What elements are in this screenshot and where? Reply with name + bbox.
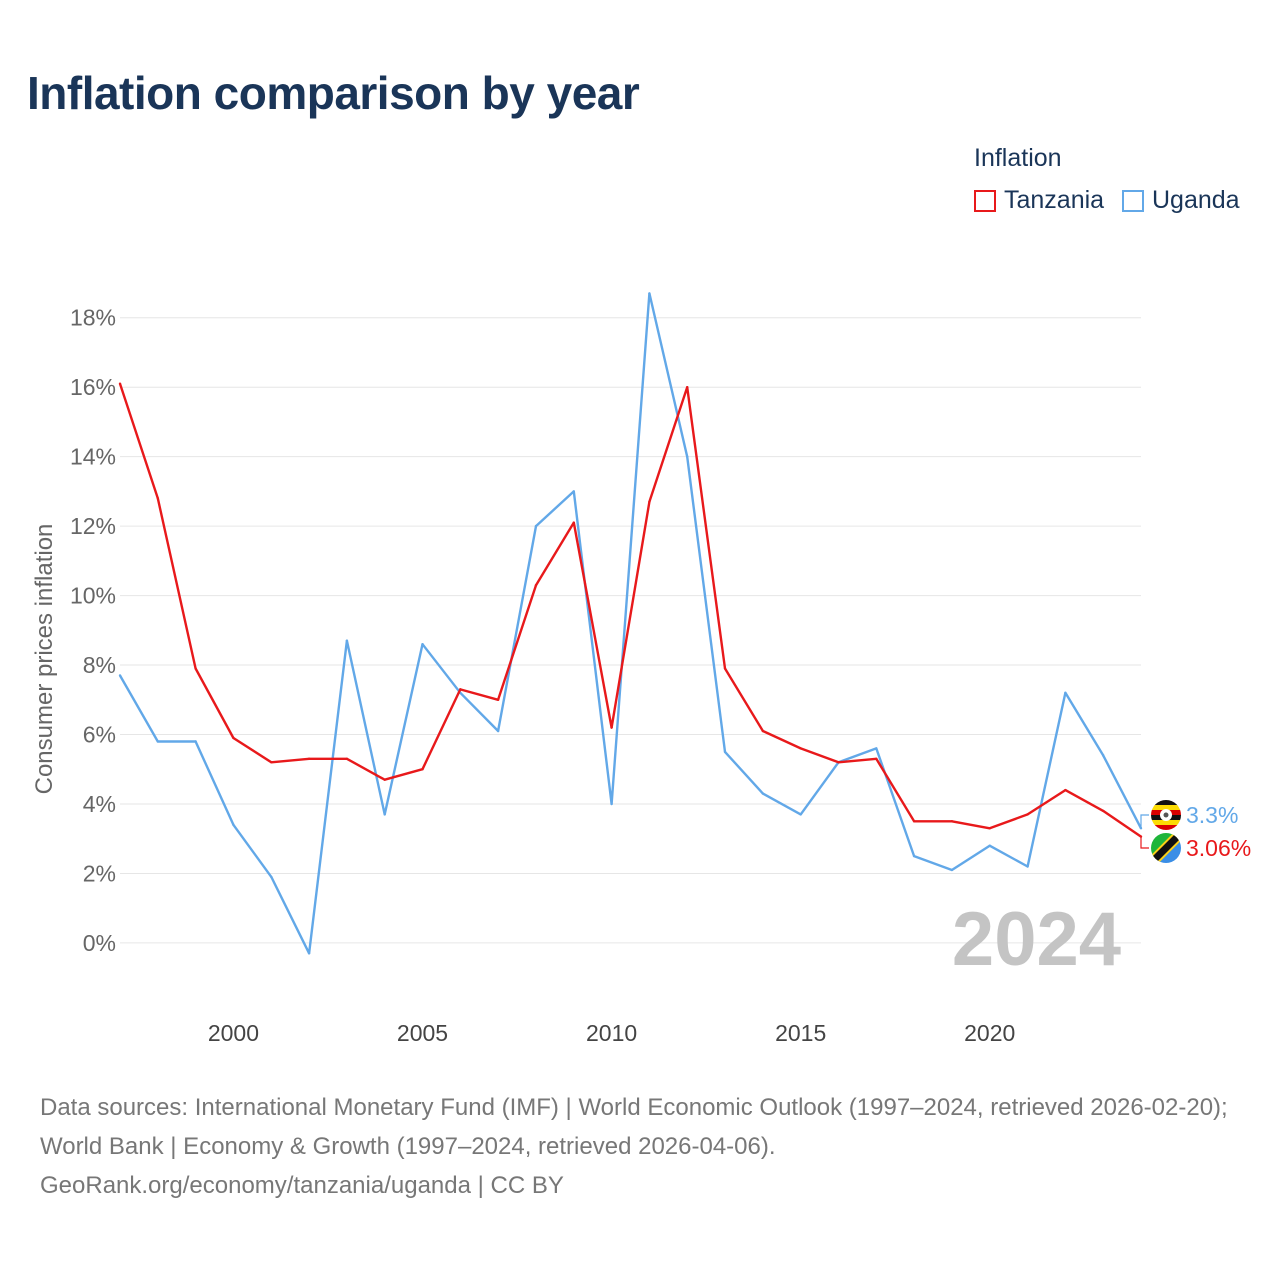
- x-tick-label: 2020: [964, 1020, 1015, 1046]
- line-chart: 0% 2% 4% 6% 8% 10% 12% 14% 16% 18% 2000 2005 2010 201…: [31, 292, 1251, 1046]
- data-point-tanzania: [761, 729, 765, 733]
- source-link[interactable]: GeoRank.org/economy/tanzania/uganda | CC…: [40, 1172, 564, 1199]
- y-tick-label: 12%: [70, 513, 116, 539]
- legend-title: Inflation: [974, 144, 1062, 172]
- series-line-uganda: [118, 292, 1143, 955]
- data-point-tanzania: [988, 827, 991, 830]
- data-point-uganda: [496, 729, 500, 733]
- legend-swatch-uganda: [1122, 189, 1144, 212]
- y-axis-label: Consumer prices inflation: [31, 524, 58, 795]
- y-tick-label: 18%: [70, 305, 116, 331]
- data-point-tanzania: [1101, 809, 1105, 813]
- data-point-uganda: [799, 813, 802, 816]
- data-point-tanzania: [118, 382, 122, 385]
- data-point-uganda: [950, 868, 954, 872]
- y-tick-label: 4%: [83, 791, 116, 817]
- source-note: Data sources: International Monetary Fun…: [40, 1088, 1250, 1205]
- data-point-uganda: [383, 813, 386, 816]
- y-tick-label: 10%: [70, 583, 116, 609]
- legend-swatch-tanzania: [974, 189, 996, 212]
- data-point-tanzania: [345, 757, 349, 761]
- end-connector-uganda: [1140, 814, 1149, 829]
- data-point-tanzania: [421, 768, 424, 771]
- data-point-tanzania: [496, 698, 500, 701]
- data-point-tanzania: [912, 820, 916, 823]
- data-point-tanzania: [648, 500, 651, 504]
- data-point-uganda: [686, 455, 689, 458]
- legend-item-tanzania[interactable]: Tanzania: [974, 186, 1104, 215]
- data-point-uganda: [345, 639, 349, 642]
- x-tick-label: 2005: [397, 1020, 448, 1046]
- data-point-tanzania: [572, 521, 575, 524]
- data-point-tanzania: [156, 497, 160, 500]
- y-tick-label: 14%: [70, 444, 116, 470]
- data-point-uganda: [194, 740, 197, 743]
- data-point-uganda: [307, 952, 311, 955]
- data-point-tanzania: [723, 667, 727, 670]
- data-point-uganda: [118, 674, 122, 677]
- data-point-tanzania: [383, 778, 386, 781]
- data-point-uganda: [988, 844, 991, 847]
- x-tick-label: 2015: [775, 1020, 826, 1046]
- y-tick-label: 6%: [83, 722, 116, 748]
- data-point-tanzania: [270, 761, 273, 764]
- data-point-tanzania: [875, 757, 878, 761]
- data-point-uganda: [421, 643, 424, 646]
- data-point-uganda: [156, 740, 160, 743]
- data-point-uganda: [534, 524, 538, 528]
- data-point-tanzania: [610, 726, 613, 729]
- data-point-uganda: [232, 823, 235, 827]
- end-connector-tanzania: [1140, 836, 1149, 849]
- data-point-tanzania: [307, 757, 311, 761]
- data-point-tanzania: [194, 667, 197, 670]
- legend-item-uganda[interactable]: Uganda: [1122, 186, 1240, 215]
- data-point-tanzania: [1064, 788, 1067, 792]
- data-point-uganda: [1101, 754, 1105, 757]
- series-line-tanzania: [118, 383, 1142, 838]
- page-title: Inflation comparison by year: [27, 67, 640, 119]
- tanzania-flag-icon: [1151, 833, 1181, 863]
- y-tick-label: 2%: [83, 860, 116, 886]
- end-label-tanzania: 3.06%: [1186, 835, 1251, 861]
- year-label: 2024: [952, 897, 1121, 982]
- data-point-uganda: [1026, 865, 1029, 868]
- end-label-uganda: 3.3%: [1186, 802, 1238, 828]
- data-point-uganda: [761, 792, 765, 795]
- uganda-flag-icon: [1151, 800, 1181, 830]
- data-point-uganda: [875, 747, 878, 750]
- data-point-uganda: [1064, 691, 1067, 695]
- y-tick-label: 0%: [83, 930, 116, 956]
- x-tick-label: 2010: [586, 1020, 637, 1046]
- data-point-uganda: [648, 292, 651, 295]
- data-point-tanzania: [459, 688, 462, 691]
- data-point-tanzania: [1026, 813, 1029, 816]
- data-point-uganda: [270, 875, 273, 879]
- data-point-uganda: [572, 490, 575, 493]
- data-point-uganda: [912, 854, 916, 858]
- source-text: Data sources: International Monetary Fun…: [40, 1094, 1228, 1160]
- y-tick-label: 16%: [70, 374, 116, 400]
- data-point-tanzania: [799, 747, 802, 750]
- data-point-uganda: [610, 802, 613, 806]
- data-point-tanzania: [534, 583, 538, 587]
- data-point-tanzania: [686, 385, 689, 389]
- data-point-tanzania: [950, 820, 954, 823]
- y-tick-label: 8%: [83, 652, 116, 678]
- data-point-tanzania: [232, 736, 235, 740]
- x-tick-label: 2000: [208, 1020, 259, 1046]
- data-point-uganda: [723, 750, 727, 754]
- data-point-tanzania: [837, 761, 840, 764]
- legend-label-tanzania: Tanzania: [1004, 186, 1105, 214]
- legend-label-uganda: Uganda: [1152, 186, 1240, 214]
